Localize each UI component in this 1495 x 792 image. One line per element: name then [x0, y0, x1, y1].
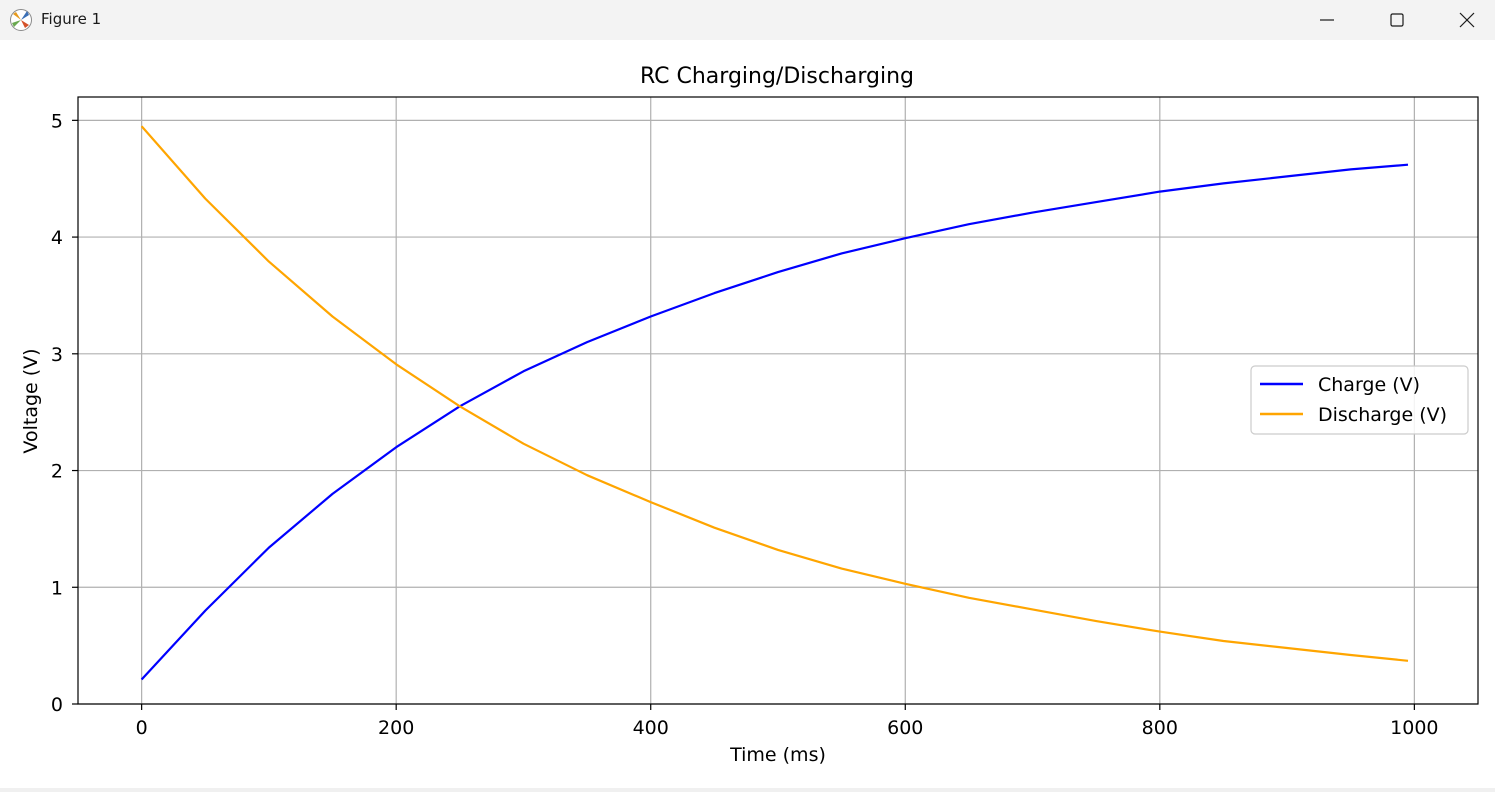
close-icon [1459, 12, 1475, 28]
matplotlib-icon [10, 9, 32, 31]
y-axis-label: Voltage (V) [20, 348, 42, 453]
chart-title: RC Charging/Discharging [640, 64, 914, 89]
x-tick-label: 800 [1142, 717, 1178, 739]
plot-frame [77, 96, 1479, 705]
legend-label: Discharge (V) [1318, 404, 1447, 426]
y-tick-label: 4 [51, 227, 63, 249]
line-chart: RC Charging/Discharging 0 200 400 600 800 100… [20, 64, 1479, 766]
window-title: Figure 1 [41, 10, 102, 28]
window-titlebar: Figure 1 [0, 0, 1495, 40]
minimize-button[interactable] [1292, 0, 1362, 40]
series-line-charge [140, 163, 1409, 681]
legend-label: Charge (V) [1318, 374, 1420, 396]
figure-canvas: RC Charging/Discharging 0 200 400 600 800 100… [0, 40, 1495, 788]
legend: Charge (V) Discharge (V) [1250, 365, 1469, 435]
series-line-discharge [140, 125, 1409, 662]
minimize-icon [1320, 19, 1334, 21]
x-tick-label: 600 [887, 717, 923, 739]
axis-ticks: 0 200 400 600 800 1000 0 1 2 3 4 5 [51, 110, 1439, 739]
y-tick-label: 5 [51, 110, 63, 132]
close-button[interactable] [1432, 0, 1495, 40]
series-lines [140, 125, 1409, 681]
legend-box [1250, 365, 1469, 435]
window-bottom-border [0, 788, 1495, 792]
y-tick-label: 1 [51, 577, 63, 599]
maximize-button[interactable] [1362, 0, 1432, 40]
x-axis-label: Time (ms) [729, 744, 826, 766]
y-tick-label: 3 [51, 344, 63, 366]
x-tick-label: 1000 [1390, 717, 1438, 739]
maximize-icon [1390, 13, 1404, 27]
y-tick-label: 0 [51, 694, 63, 716]
x-tick-label: 200 [378, 717, 414, 739]
x-tick-label: 0 [136, 717, 148, 739]
x-tick-label: 400 [633, 717, 669, 739]
y-tick-label: 2 [51, 461, 63, 483]
